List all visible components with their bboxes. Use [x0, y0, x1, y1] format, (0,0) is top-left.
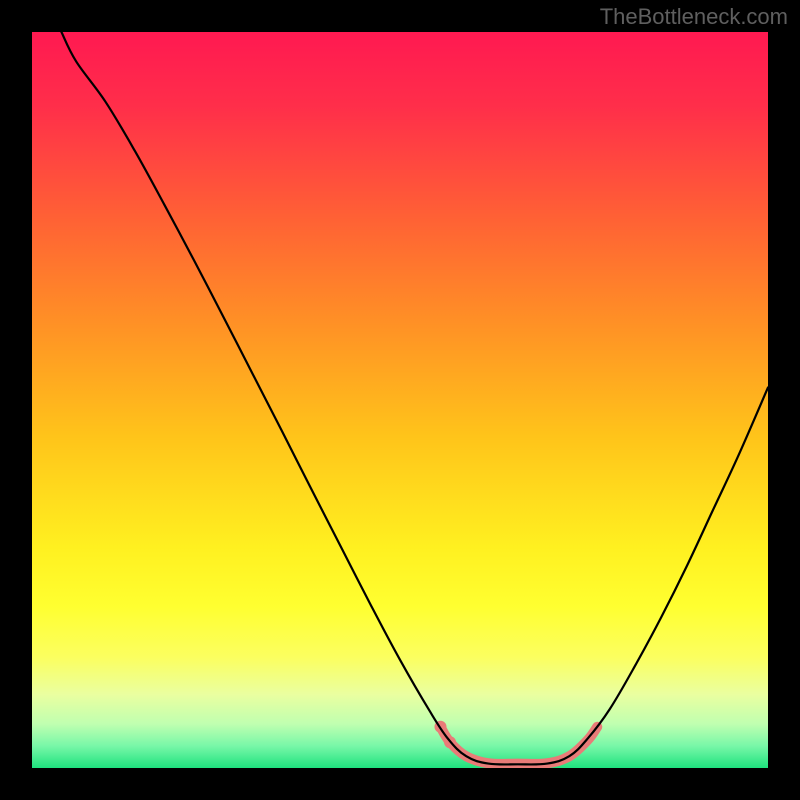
highlight-band: [440, 727, 597, 764]
plot-area: [32, 32, 768, 768]
chart-frame: { "source_watermark": { "text": "TheBott…: [0, 0, 800, 800]
curve-layer: [32, 32, 768, 768]
bottleneck-curve: [61, 32, 768, 764]
source-watermark: TheBottleneck.com: [600, 4, 788, 30]
plot-inner: [32, 32, 768, 768]
